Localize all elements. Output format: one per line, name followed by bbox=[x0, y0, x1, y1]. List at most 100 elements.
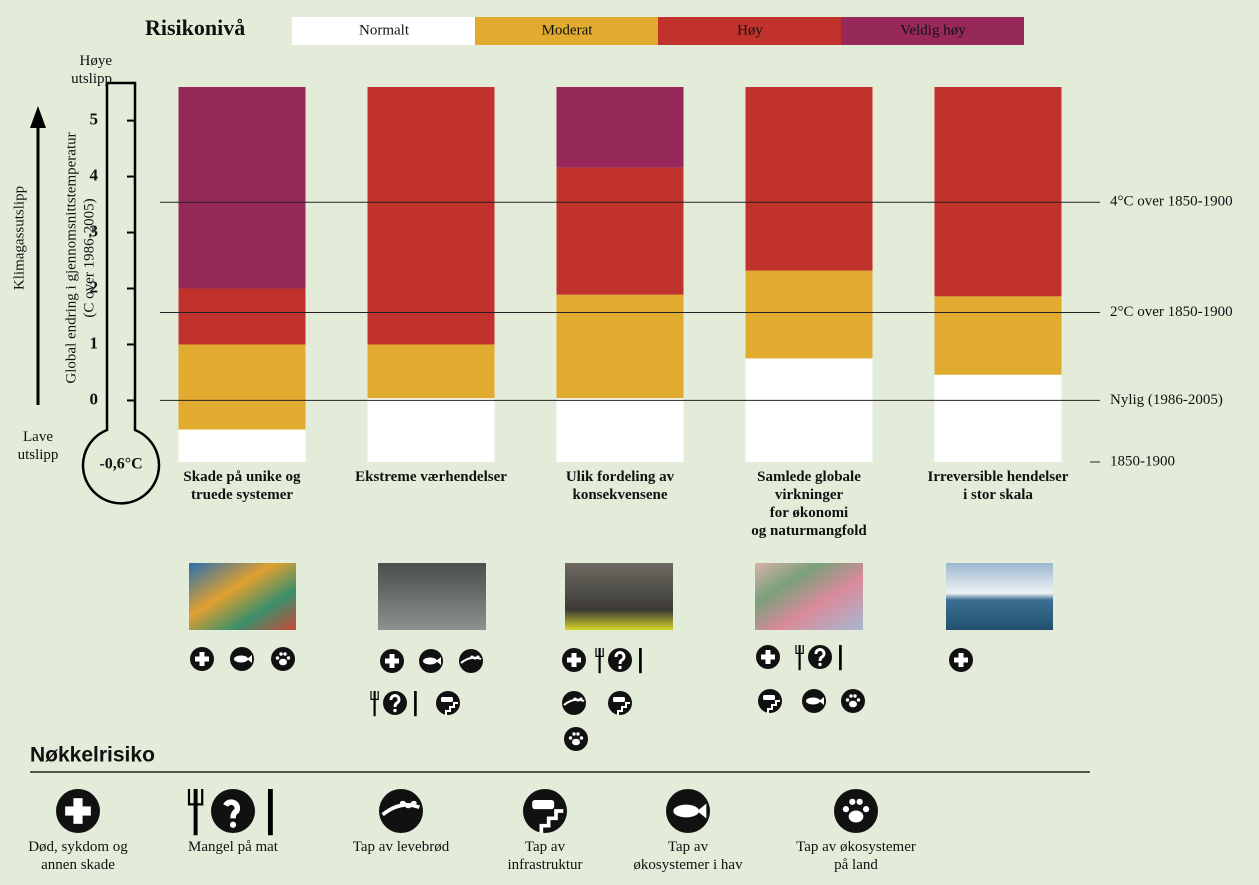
category-label: Ulik fordeling av konsekvensene bbox=[565, 469, 675, 503]
key-risk-label: Tap av infrastruktur bbox=[507, 839, 583, 873]
category-label: Skade på unike og truede systemer bbox=[183, 469, 301, 503]
category-label: Samlede globale virkninger for økonomi o… bbox=[751, 469, 867, 539]
risk-icon bbox=[562, 648, 586, 672]
cross bbox=[567, 657, 581, 663]
y-tick-label: 3 bbox=[90, 221, 99, 240]
risk-icon bbox=[949, 648, 973, 672]
fork-tines bbox=[795, 645, 804, 654]
car bbox=[763, 695, 775, 700]
risk-icon bbox=[562, 691, 586, 715]
thermometer-label: -0,6°C bbox=[99, 456, 142, 473]
fish-tail bbox=[436, 657, 441, 665]
grain bbox=[394, 804, 401, 809]
risk-icon bbox=[564, 727, 588, 751]
risk-icon bbox=[459, 649, 483, 673]
paw bbox=[849, 700, 857, 708]
bar-segment bbox=[178, 87, 306, 289]
reference-label: 1850-1900 bbox=[1110, 453, 1175, 469]
risk-icon bbox=[608, 691, 632, 715]
bar-segment bbox=[556, 167, 684, 295]
question-dot bbox=[618, 665, 622, 670]
photo bbox=[565, 563, 673, 630]
photo bbox=[378, 563, 486, 630]
fork-tines bbox=[595, 648, 604, 657]
fork-tines bbox=[370, 691, 379, 700]
risk-icon bbox=[230, 647, 254, 671]
paw-toe bbox=[576, 732, 580, 736]
bar-segment bbox=[367, 344, 495, 399]
car bbox=[441, 697, 453, 702]
stairs bbox=[445, 702, 458, 715]
grain bbox=[410, 800, 417, 805]
risk-icon bbox=[756, 645, 780, 669]
legend-swatch bbox=[292, 17, 475, 45]
paw-toe bbox=[572, 732, 576, 736]
risk-icon bbox=[523, 789, 567, 833]
risk-icon bbox=[56, 789, 100, 833]
cross bbox=[385, 658, 399, 664]
bar-segment bbox=[745, 87, 873, 271]
fish bbox=[234, 655, 248, 663]
category-label: Ekstreme værhendelser bbox=[355, 469, 507, 485]
reference-label: Nylig (1986-2005) bbox=[1110, 392, 1223, 408]
question bbox=[389, 694, 401, 708]
paw bbox=[848, 810, 864, 823]
question-dot bbox=[229, 821, 237, 828]
question-dot bbox=[393, 708, 397, 713]
icon-disc bbox=[459, 649, 483, 673]
bar-segment bbox=[367, 398, 495, 462]
paw bbox=[279, 658, 287, 666]
bar-segment bbox=[556, 398, 684, 462]
y-tick-label: 1 bbox=[90, 333, 99, 352]
thermometer bbox=[81, 81, 161, 505]
paw bbox=[572, 738, 580, 746]
key-risk-label: Tap av økosystemer på land bbox=[796, 839, 916, 873]
grain bbox=[570, 699, 574, 702]
emissions-low: Lave utslipp bbox=[17, 429, 59, 463]
risk-icon bbox=[841, 689, 865, 713]
grain bbox=[473, 657, 477, 660]
key-risk-label: Mangel på mat bbox=[188, 839, 278, 855]
cross bbox=[954, 657, 968, 663]
grain bbox=[399, 800, 406, 805]
stairs bbox=[539, 809, 564, 833]
grain bbox=[476, 655, 480, 658]
bar-segment bbox=[178, 288, 306, 345]
fish bbox=[423, 657, 437, 665]
bar-segment bbox=[556, 294, 684, 399]
grain bbox=[470, 655, 474, 658]
legend-label: Veldig høy bbox=[900, 22, 966, 38]
legend-label: Moderat bbox=[542, 22, 594, 38]
bar-segment bbox=[934, 87, 1062, 297]
y-tick-label: 0 bbox=[90, 389, 99, 408]
wheat bbox=[381, 803, 421, 817]
risk-icon bbox=[802, 689, 826, 713]
fish-tail bbox=[697, 803, 707, 819]
fish-tail bbox=[247, 655, 252, 663]
risk-icon bbox=[758, 689, 782, 713]
stairs bbox=[617, 702, 630, 715]
photo bbox=[755, 563, 863, 630]
icon-disc bbox=[379, 789, 423, 833]
y-axis-unit: (C over 1986-2005) bbox=[81, 198, 97, 317]
question bbox=[814, 648, 826, 662]
fork-tines bbox=[187, 789, 204, 806]
paw-toe bbox=[856, 798, 863, 805]
question bbox=[223, 799, 240, 819]
icon-disc bbox=[436, 691, 460, 715]
paw-toe bbox=[845, 698, 850, 702]
cross bbox=[65, 806, 91, 816]
car bbox=[532, 800, 555, 810]
legend-label: Høy bbox=[737, 22, 763, 38]
y-axis-label: Global endring i gjennomsnittstemperatur bbox=[63, 132, 79, 383]
y-tick-label: 2 bbox=[90, 277, 99, 296]
risk-icon bbox=[595, 648, 642, 674]
paw-toe bbox=[579, 736, 584, 740]
fish bbox=[806, 697, 820, 705]
risk-icon bbox=[834, 789, 878, 833]
icon-disc bbox=[523, 789, 567, 833]
paw-toe bbox=[849, 798, 856, 805]
legend-swatch bbox=[475, 17, 658, 45]
key-title: Nøkkelrisiko bbox=[30, 744, 155, 767]
